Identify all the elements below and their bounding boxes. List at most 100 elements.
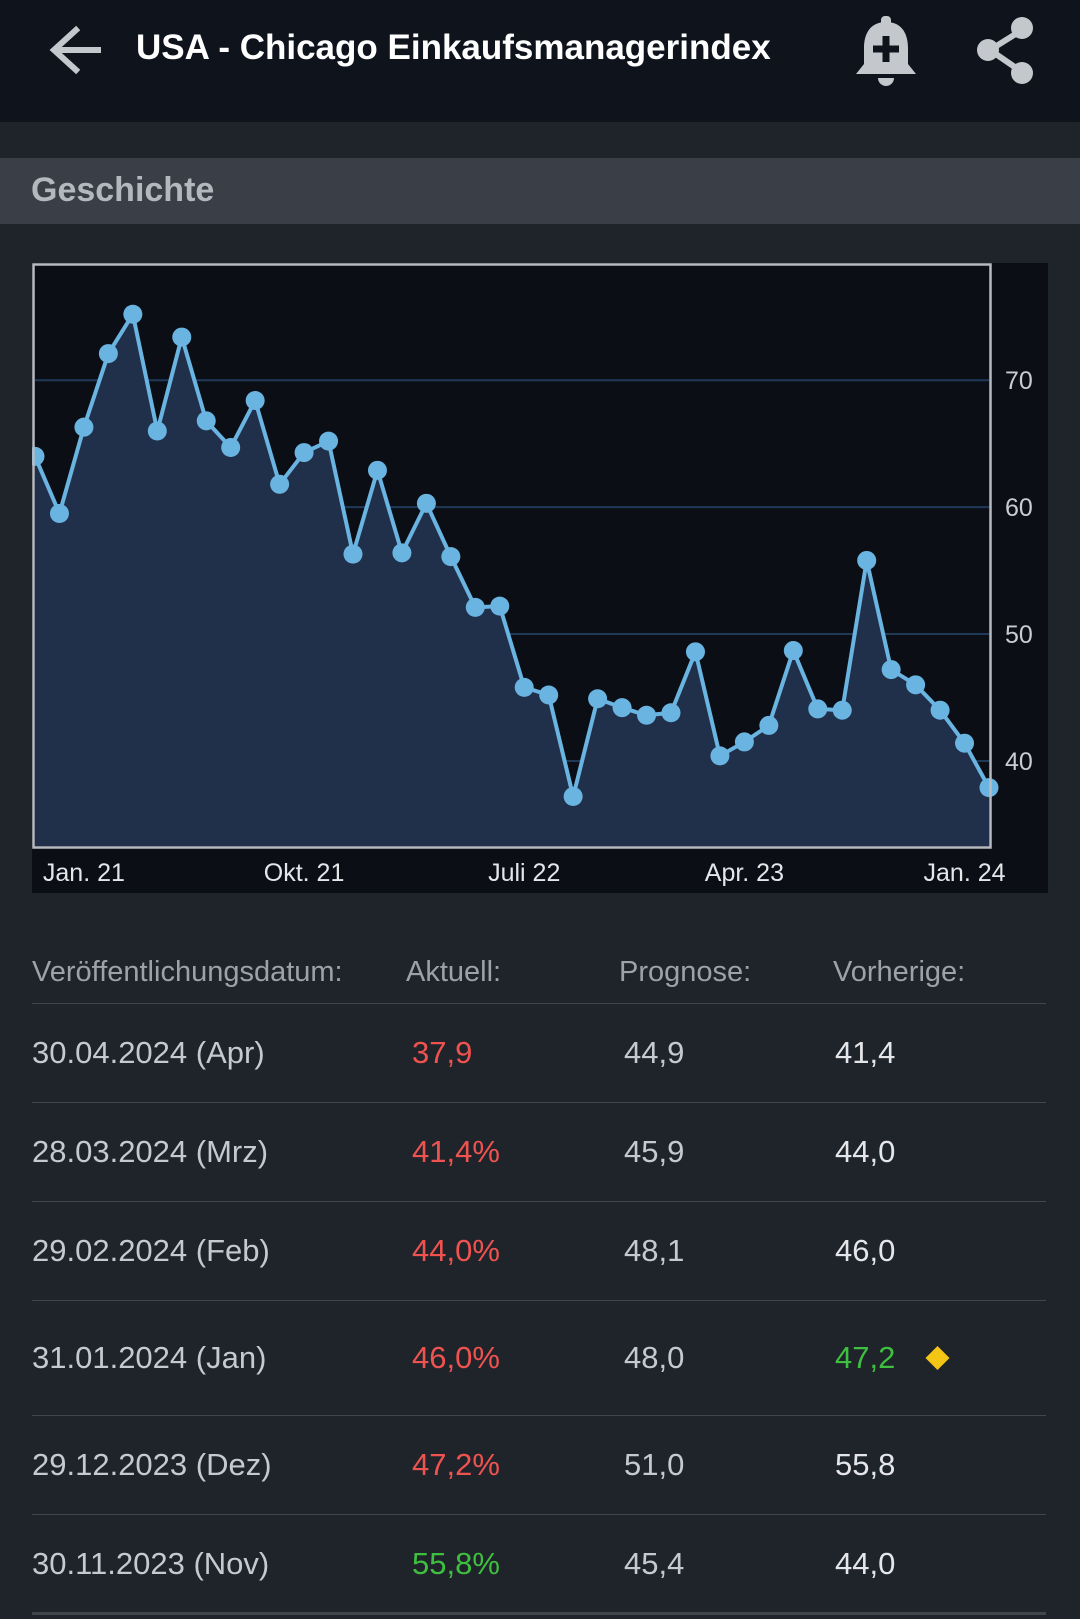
forecast-value: 48,1 [624, 1233, 685, 1268]
forecast-value: 44,9 [624, 1035, 685, 1070]
table-row[interactable]: 30.04.2024 (Apr) 37,9 44,9 41,4 [32, 1004, 1046, 1103]
history-section-header: Geschichte [0, 158, 1080, 224]
data-point [979, 778, 999, 798]
share-button[interactable] [970, 12, 1050, 92]
x-tick-label: Apr. 23 [705, 859, 784, 887]
x-tick-label: Okt. 21 [264, 859, 345, 887]
release-date: 31.01.2024 (Jan) [32, 1340, 267, 1375]
data-point [270, 474, 290, 494]
release-date: 28.03.2024 (Mrz) [32, 1134, 269, 1169]
section-title: Geschichte [31, 171, 215, 209]
y-tick-label: 70 [1005, 367, 1033, 395]
data-point [588, 689, 608, 709]
y-tick-label: 40 [1005, 748, 1033, 776]
data-point [416, 493, 436, 513]
add-alert-button[interactable] [846, 12, 926, 92]
header-actual: Aktuell: [406, 956, 502, 988]
table-row[interactable]: 28.03.2024 (Mrz) 41,4% 45,9 44,0 [32, 1103, 1046, 1202]
data-point [710, 746, 730, 766]
data-point [490, 596, 510, 616]
data-point [808, 699, 828, 719]
data-point [221, 437, 241, 457]
actual-value: 55,8% [412, 1546, 500, 1581]
table-header: Veröffentlichungsdatum: Aktuell: Prognos… [32, 940, 1046, 1004]
data-point [343, 544, 363, 564]
table-row[interactable]: 29.02.2024 (Feb) 44,0% 48,1 46,0 [32, 1202, 1046, 1301]
data-point [906, 675, 926, 695]
data-point [196, 411, 216, 431]
header-forecast: Prognose: [619, 956, 752, 988]
data-point [514, 677, 534, 697]
plot-border [32, 263, 992, 849]
data-point [123, 304, 143, 324]
history-table: Veröffentlichungsdatum: Aktuell: Prognos… [32, 940, 1046, 1614]
data-point [832, 700, 852, 720]
forecast-value: 48,0 [624, 1340, 685, 1375]
x-tick-label: Jan. 24 [924, 859, 1006, 887]
forecast-value: 45,4 [624, 1546, 685, 1581]
table-row[interactable]: 30.11.2023 (Nov) 55,8% 45,4 44,0 [32, 1515, 1046, 1614]
data-point [172, 327, 192, 347]
area-fill [35, 314, 989, 847]
data-point [49, 503, 69, 523]
previous-value: 55,8 [835, 1447, 896, 1482]
data-point [563, 787, 583, 807]
data-point [759, 715, 779, 735]
header-previous: Vorherige: [833, 956, 966, 988]
data-point [98, 344, 118, 364]
forecast-value: 51,0 [624, 1447, 685, 1482]
revised-diamond-icon [925, 1345, 950, 1371]
table-bottom-divider [32, 1612, 1046, 1615]
data-point [441, 547, 461, 567]
data-point [955, 733, 975, 753]
previous-value: 46,0 [835, 1233, 896, 1268]
data-point [74, 417, 94, 437]
back-button[interactable] [40, 18, 110, 88]
data-point [465, 597, 485, 617]
header-date: Veröffentlichungsdatum: [32, 956, 343, 988]
data-point [734, 732, 754, 752]
data-point [147, 421, 167, 441]
release-date: 29.12.2023 (Dez) [32, 1447, 272, 1482]
release-date: 30.11.2023 (Nov) [32, 1546, 270, 1581]
y-tick-label: 50 [1005, 621, 1033, 649]
page-title: USA - Chicago Einkaufsmanagerindex [136, 28, 771, 67]
data-point [367, 460, 387, 480]
forecast-value: 45,9 [624, 1134, 685, 1169]
data-point [661, 703, 681, 723]
data-point [637, 705, 657, 725]
chart-svg: 40 50 60 70 Jan. 21 Okt. 21 Juli 22 Apr. 23 Jan.… [32, 263, 1048, 893]
previous-value: 47,2 [835, 1340, 896, 1375]
release-date: 29.02.2024 (Feb) [32, 1233, 270, 1268]
arrow-left-icon [49, 25, 101, 75]
history-chart: 40 50 60 70 Jan. 21 Okt. 21 Juli 22 Apr. 23 Jan.… [32, 263, 1048, 893]
share-icon [977, 17, 1033, 84]
release-date: 30.04.2024 (Apr) [32, 1035, 265, 1070]
data-point [294, 443, 314, 463]
data-point [392, 543, 412, 563]
previous-value: 44,0 [835, 1546, 896, 1581]
x-tick-label: Juli 22 [488, 859, 560, 887]
previous-value: 44,0 [835, 1134, 896, 1169]
previous-value: 41,4 [835, 1035, 896, 1070]
data-point [245, 391, 265, 411]
actual-value: 44,0% [412, 1233, 500, 1268]
table-row[interactable]: 29.12.2023 (Dez) 47,2% 51,0 55,8 [32, 1416, 1046, 1515]
actual-value: 37,9 [412, 1035, 473, 1070]
x-tick-label: Jan. 21 [43, 859, 125, 887]
table-row[interactable]: 31.01.2024 (Jan) 46,0% 48,0 47,2 [32, 1301, 1046, 1416]
data-point [685, 642, 705, 662]
data-point [881, 660, 901, 680]
actual-value: 46,0% [412, 1340, 500, 1375]
data-point [857, 550, 877, 570]
series-line [33, 312, 991, 799]
data-point [539, 685, 559, 705]
data-point [612, 698, 632, 718]
data-point [319, 431, 339, 451]
actual-value: 47,2% [412, 1447, 500, 1482]
data-point [32, 446, 45, 466]
app-bar: USA - Chicago Einkaufsmanagerindex [0, 0, 1080, 122]
y-tick-label: 60 [1005, 494, 1033, 522]
data-point [783, 641, 803, 661]
data-point [930, 700, 950, 720]
